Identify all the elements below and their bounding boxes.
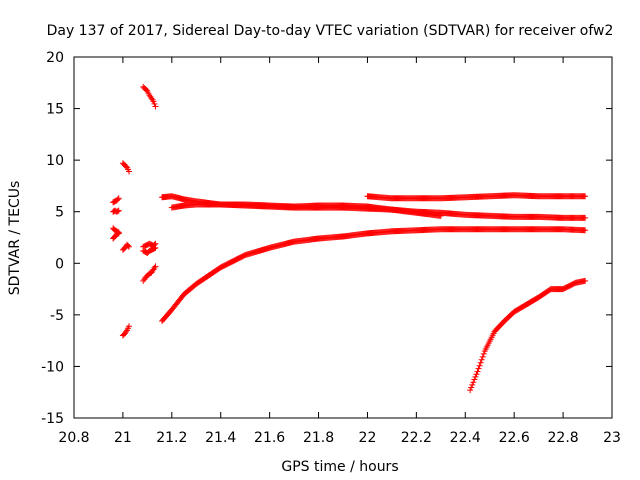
x-tick-label: 20.8 (58, 430, 89, 446)
data-point (115, 230, 122, 237)
series-arc-n (159, 226, 589, 325)
data-point (480, 350, 487, 357)
x-tick-label: 23 (603, 430, 621, 446)
y-tick-label: 10 (46, 153, 64, 169)
x-tick-label: 22 (359, 430, 377, 446)
series-arc-m (168, 201, 444, 219)
x-tick-label: 21.2 (156, 430, 187, 446)
data-point (152, 263, 159, 270)
data-point (115, 207, 122, 214)
data-point (151, 245, 158, 252)
y-tick-label: -5 (50, 308, 64, 324)
x-tick-label: 21.8 (303, 430, 334, 446)
data-point (151, 100, 158, 107)
y-axis: -15 -10 -5 0 5 10 15 20 (41, 50, 612, 427)
series-arc-h (140, 83, 159, 110)
data-point (126, 168, 133, 175)
data-point (150, 98, 157, 105)
data-point (468, 384, 475, 391)
x-tick-label: 22.8 (548, 430, 579, 446)
data-marks (110, 83, 589, 394)
y-tick-label: 0 (55, 256, 64, 272)
series-arc-o (364, 192, 589, 202)
data-point (582, 277, 589, 284)
y-tick-label: 15 (46, 102, 64, 118)
data-point (472, 373, 479, 380)
series-arc-a (110, 195, 122, 206)
data-point (476, 362, 483, 369)
data-point (479, 353, 486, 360)
x-tick-label: 21.4 (205, 430, 236, 446)
data-point (474, 368, 481, 375)
series-arc-d (110, 230, 122, 242)
series-arc-f (119, 160, 133, 175)
x-tick-label: 21 (114, 430, 132, 446)
data-point (471, 376, 478, 383)
data-point (122, 163, 129, 170)
x-axis: 20.8 21 21.2 21.4 21.6 21.8 22 22.2 22.4 22.6 22.8… (58, 57, 621, 446)
data-point (478, 356, 485, 363)
data-point (152, 244, 159, 251)
data-point (473, 371, 480, 378)
series-arc-p (467, 277, 589, 394)
data-point (582, 193, 589, 200)
x-tick-label: 22.4 (450, 430, 481, 446)
y-tick-label: 5 (55, 205, 64, 221)
series-arc-k (140, 263, 159, 284)
data-point (470, 379, 477, 386)
data-point (143, 87, 150, 94)
chart-title: Day 137 of 2017, Sidereal Day-to-day VTE… (47, 23, 614, 39)
data-point (437, 212, 444, 219)
data-point (477, 359, 484, 366)
x-tick-label: 21.6 (254, 430, 285, 446)
series-arc-g (119, 241, 133, 253)
y-tick-label: -15 (41, 411, 64, 427)
plot-frame (73, 56, 613, 419)
series-arc-b (110, 207, 122, 215)
x-axis-title: GPS time / hours (281, 459, 398, 475)
y-tick-label: -10 (41, 359, 64, 375)
data-point (126, 243, 133, 250)
data-point (114, 208, 121, 215)
data-point (114, 230, 121, 237)
data-point (126, 323, 133, 330)
data-point (114, 196, 121, 203)
y-tick-label: 20 (46, 50, 64, 66)
data-point (582, 227, 589, 234)
data-point (125, 242, 132, 249)
data-point (469, 381, 476, 388)
data-point (582, 214, 589, 221)
data-point (115, 195, 122, 202)
data-point (467, 387, 474, 394)
x-tick-label: 22.6 (499, 430, 530, 446)
data-point (152, 103, 159, 110)
series-arc-e (119, 323, 133, 339)
series-arc-j (140, 244, 159, 256)
x-tick-label: 22.2 (401, 430, 432, 446)
data-point (475, 365, 482, 372)
y-axis-title: SDTVAR / TECUs (7, 181, 23, 296)
